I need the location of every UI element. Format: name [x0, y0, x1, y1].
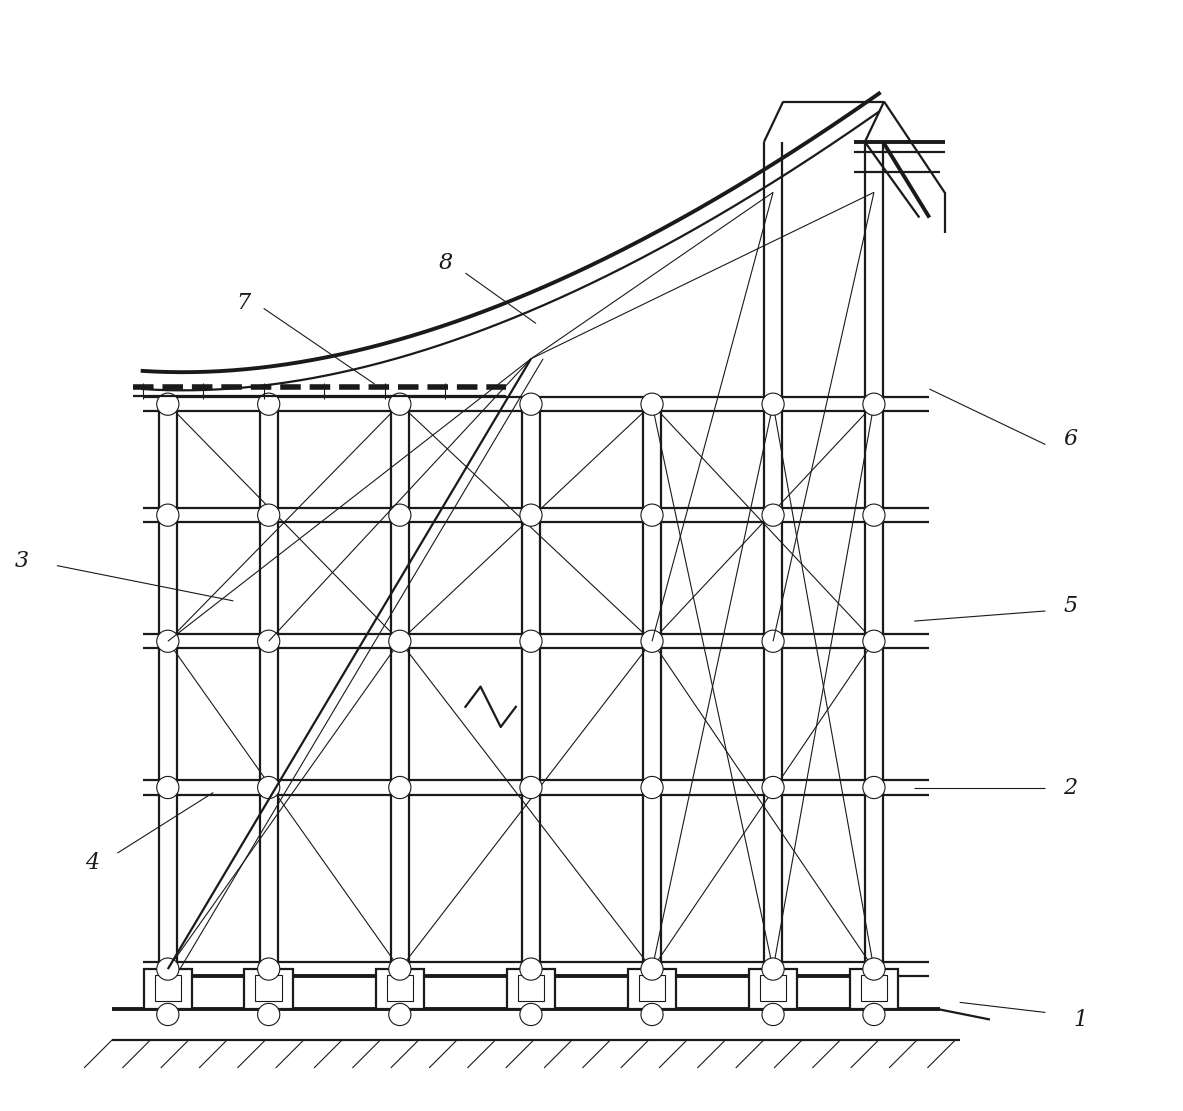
Circle shape	[258, 777, 280, 799]
Circle shape	[258, 1003, 280, 1025]
Circle shape	[156, 1003, 179, 1025]
Bar	[155, 975, 181, 1001]
Bar	[143, 969, 192, 1010]
Circle shape	[156, 504, 179, 527]
Bar	[256, 975, 282, 1001]
Text: 7: 7	[237, 292, 251, 314]
Circle shape	[762, 1003, 784, 1025]
Bar	[849, 969, 898, 1010]
Circle shape	[156, 958, 179, 980]
Bar	[387, 975, 413, 1001]
Circle shape	[862, 1003, 885, 1025]
Bar	[628, 969, 677, 1010]
Text: 2: 2	[1064, 777, 1078, 799]
Circle shape	[519, 393, 542, 416]
Circle shape	[519, 958, 542, 980]
Circle shape	[641, 958, 664, 980]
Bar	[860, 975, 887, 1001]
Circle shape	[389, 777, 411, 799]
Bar	[759, 975, 787, 1001]
Circle shape	[389, 1003, 411, 1025]
Bar	[639, 975, 665, 1001]
Circle shape	[519, 1003, 542, 1025]
Circle shape	[258, 958, 280, 980]
Circle shape	[519, 777, 542, 799]
Circle shape	[258, 393, 280, 416]
Circle shape	[389, 630, 411, 652]
Circle shape	[641, 777, 664, 799]
Circle shape	[641, 393, 664, 416]
Circle shape	[762, 504, 784, 527]
Circle shape	[762, 393, 784, 416]
Circle shape	[641, 504, 664, 527]
Circle shape	[862, 504, 885, 527]
Circle shape	[258, 504, 280, 527]
Circle shape	[641, 1003, 664, 1025]
Text: 1: 1	[1074, 1009, 1088, 1031]
Text: 4: 4	[85, 852, 99, 874]
Bar	[506, 969, 555, 1010]
Circle shape	[389, 393, 411, 416]
Circle shape	[519, 630, 542, 652]
Text: 6: 6	[1064, 429, 1078, 450]
Circle shape	[156, 777, 179, 799]
Circle shape	[762, 958, 784, 980]
Circle shape	[862, 630, 885, 652]
Bar	[518, 975, 544, 1001]
Circle shape	[258, 630, 280, 652]
Circle shape	[762, 777, 784, 799]
Circle shape	[389, 504, 411, 527]
Circle shape	[862, 958, 885, 980]
Text: 8: 8	[438, 252, 452, 274]
Text: 5: 5	[1064, 594, 1078, 617]
Bar	[749, 969, 797, 1010]
Text: 3: 3	[14, 550, 28, 571]
Circle shape	[156, 393, 179, 416]
Circle shape	[762, 630, 784, 652]
Circle shape	[156, 630, 179, 652]
Circle shape	[519, 504, 542, 527]
Circle shape	[862, 777, 885, 799]
Bar	[245, 969, 293, 1010]
Bar	[376, 969, 424, 1010]
Circle shape	[389, 958, 411, 980]
Circle shape	[862, 393, 885, 416]
Circle shape	[641, 630, 664, 652]
